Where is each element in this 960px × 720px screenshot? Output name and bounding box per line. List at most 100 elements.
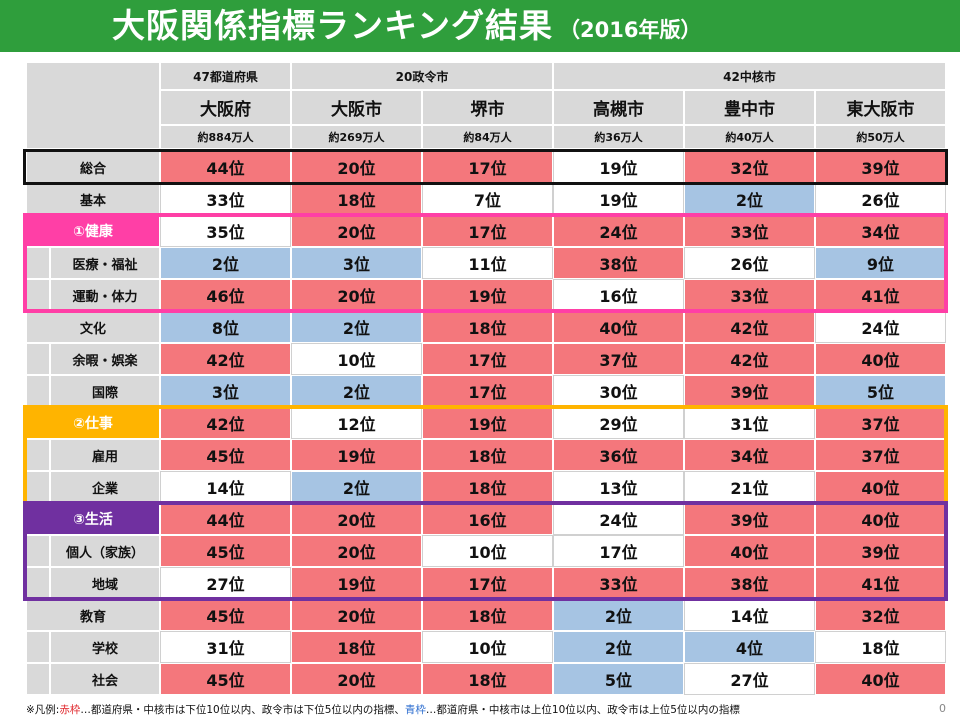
rank-cell: 9位 — [815, 247, 946, 279]
rank-cell: 40位 — [815, 343, 946, 375]
rank-cell: 32位 — [815, 599, 946, 631]
legend-note: ※凡例:赤枠…都道府県・中核市は下位10位以内、政令市は下位5位以内の指標、青枠… — [26, 702, 740, 717]
legend-red-label: 赤枠 — [59, 704, 81, 716]
rank-cell: 8位 — [160, 311, 291, 343]
group-label-health: ①健康 — [26, 215, 160, 247]
rank-cell: 44位 — [160, 151, 291, 183]
column-name: 堺市 — [422, 90, 553, 125]
column-name: 大阪市 — [291, 90, 422, 125]
column-name: 大阪府 — [160, 90, 291, 125]
rank-cell: 32位 — [684, 151, 815, 183]
page-title: 大阪関係指標ランキング結果 （2016年版） — [112, 5, 701, 47]
rank-cell: 17位 — [422, 151, 553, 183]
rank-cell: 37位 — [553, 343, 684, 375]
rank-cell: 12位 — [291, 407, 422, 439]
row-label: 教育 — [26, 599, 160, 631]
title-main: 大阪関係指標ランキング結果 — [112, 6, 554, 45]
rank-cell: 10位 — [422, 631, 553, 663]
rank-cell: 20位 — [291, 535, 422, 567]
rank-cell: 19位 — [553, 151, 684, 183]
column-population: 約269万人 — [291, 125, 422, 149]
rank-cell: 18位 — [291, 183, 422, 215]
rank-cell: 45位 — [160, 535, 291, 567]
legend-red-desc: …都道府県・中核市は下位10位以内、政令市は下位5位以内の指標、 — [80, 704, 405, 716]
rank-cell: 14位 — [160, 471, 291, 503]
rank-cell: 38位 — [684, 567, 815, 599]
rank-cell: 42位 — [684, 343, 815, 375]
rank-cell: 16位 — [422, 503, 553, 535]
rank-cell: 20位 — [291, 663, 422, 695]
row-label: 企業 — [50, 471, 160, 503]
rank-cell: 2位 — [291, 375, 422, 407]
rank-cell: 4位 — [684, 631, 815, 663]
legend-blue-desc: …都道府県・中核市は上位10位以内、政令市は上位5位以内の指標 — [425, 704, 740, 716]
title-sub: （2016年版） — [559, 18, 702, 42]
rank-cell: 14位 — [684, 599, 815, 631]
rank-cell: 27位 — [160, 567, 291, 599]
rank-cell: 2位 — [291, 311, 422, 343]
rank-cell: 44位 — [160, 503, 291, 535]
rank-cell: 35位 — [160, 215, 291, 247]
row-label: 余暇・娯楽 — [50, 343, 160, 375]
row-indent — [26, 375, 50, 407]
rank-cell: 10位 — [291, 343, 422, 375]
rank-cell: 24位 — [815, 311, 946, 343]
rank-cell: 11位 — [422, 247, 553, 279]
rank-cell: 19位 — [291, 567, 422, 599]
column-name: 豊中市 — [684, 90, 815, 125]
rank-cell: 30位 — [553, 375, 684, 407]
row-indent — [26, 279, 50, 311]
rank-cell: 42位 — [160, 343, 291, 375]
column-population: 約40万人 — [684, 125, 815, 149]
group-label-work: ②仕事 — [26, 407, 160, 439]
rank-cell: 20位 — [291, 151, 422, 183]
group-designated-cities: 20政令市 — [291, 62, 553, 90]
row-label: 学校 — [50, 631, 160, 663]
rank-cell: 18位 — [422, 599, 553, 631]
rank-cell: 20位 — [291, 215, 422, 247]
rank-cell: 16位 — [553, 279, 684, 311]
rank-cell: 18位 — [422, 471, 553, 503]
rank-cell: 39位 — [815, 535, 946, 567]
rank-cell: 18位 — [422, 439, 553, 471]
row-label: 個人（家族） — [50, 535, 160, 567]
row-label: 基本 — [26, 183, 160, 215]
rank-cell: 40位 — [684, 535, 815, 567]
rank-cell: 29位 — [553, 407, 684, 439]
rank-cell: 33位 — [684, 215, 815, 247]
rank-cell: 7位 — [422, 183, 553, 215]
rank-cell: 24位 — [553, 503, 684, 535]
rank-cell: 17位 — [422, 567, 553, 599]
rank-cell: 18位 — [815, 631, 946, 663]
group-core-cities: 42中核市 — [553, 62, 946, 90]
rank-cell: 34位 — [815, 215, 946, 247]
rank-cell: 37位 — [815, 439, 946, 471]
column-name: 高槻市 — [553, 90, 684, 125]
column-name: 東大阪市 — [815, 90, 946, 125]
rank-cell: 33位 — [160, 183, 291, 215]
rank-cell: 37位 — [815, 407, 946, 439]
rank-cell: 20位 — [291, 599, 422, 631]
rank-cell: 40位 — [553, 311, 684, 343]
rank-cell: 34位 — [684, 439, 815, 471]
rank-cell: 26位 — [815, 183, 946, 215]
row-indent — [26, 439, 50, 471]
rank-cell: 19位 — [291, 439, 422, 471]
page-number: 0 — [939, 702, 946, 715]
rank-cell: 46位 — [160, 279, 291, 311]
row-label: 国際 — [50, 375, 160, 407]
title-bar — [0, 0, 960, 52]
rank-cell: 45位 — [160, 663, 291, 695]
rank-cell: 39位 — [684, 503, 815, 535]
rank-cell: 17位 — [422, 343, 553, 375]
row-label: 運動・体力 — [50, 279, 160, 311]
rank-cell: 2位 — [553, 631, 684, 663]
rank-cell: 5位 — [815, 375, 946, 407]
rank-cell: 41位 — [815, 567, 946, 599]
rank-cell: 31位 — [684, 407, 815, 439]
legend-prefix: ※凡例: — [26, 704, 60, 716]
rank-cell: 39位 — [684, 375, 815, 407]
rank-cell: 42位 — [684, 311, 815, 343]
rank-cell: 40位 — [815, 663, 946, 695]
rank-cell: 40位 — [815, 471, 946, 503]
